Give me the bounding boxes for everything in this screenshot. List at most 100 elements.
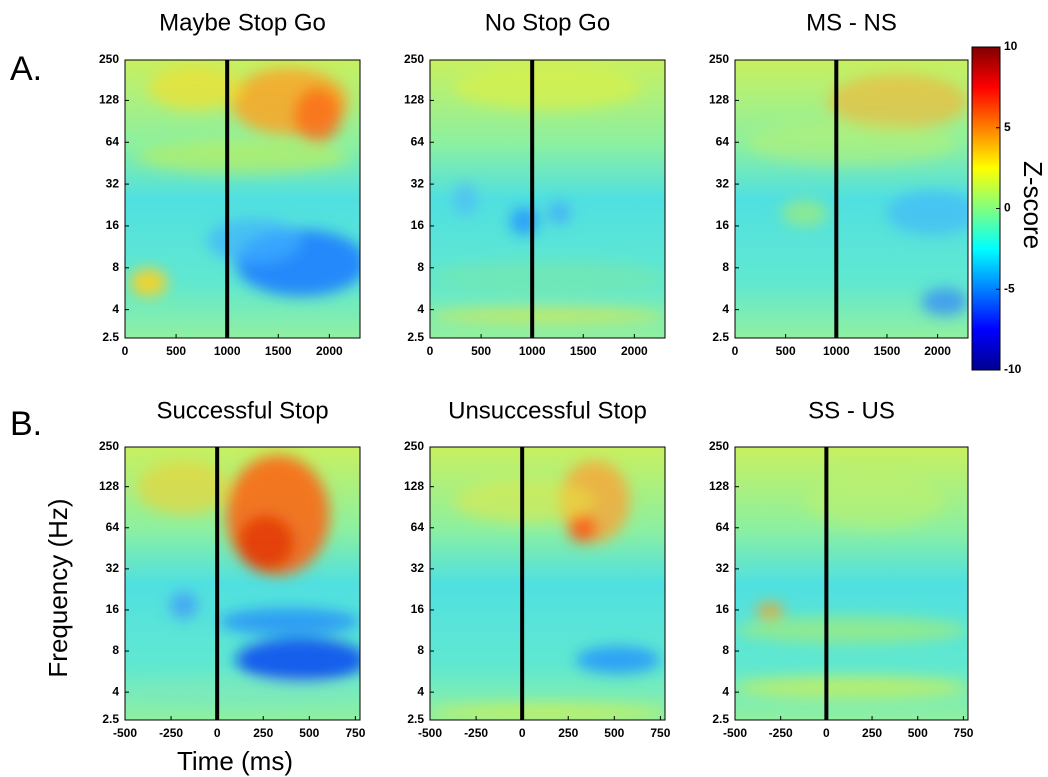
x-tick-label: 500	[604, 726, 624, 740]
plot-frame	[734, 446, 969, 721]
heatmap	[430, 60, 665, 338]
panel-title: No Stop Go	[485, 9, 610, 36]
x-tick-label: -250	[769, 726, 793, 740]
heatmap-blob	[568, 515, 597, 543]
y-tick-label: 128	[404, 93, 424, 107]
y-tick-label: 64	[106, 134, 120, 148]
x-tick-label: 1500	[874, 344, 901, 358]
colorbar-label: Z-score	[1018, 161, 1048, 249]
y-tick-label: 16	[716, 602, 730, 616]
y-tick-label: 16	[716, 218, 730, 232]
plot-frame	[429, 446, 666, 721]
plot-frame	[429, 59, 666, 339]
y-tick-label: 64	[411, 520, 425, 534]
y-tick-label: 250	[709, 439, 729, 453]
heatmap-blob	[921, 287, 968, 316]
heatmap-texture	[430, 65, 665, 325]
heatmap-blob	[547, 201, 571, 225]
heatmap-blob	[746, 121, 957, 166]
y-tick-label: 250	[99, 52, 119, 66]
y-tick-label: 32	[716, 176, 730, 190]
x-tick-label: 750	[650, 726, 670, 740]
panel-title: Maybe Stop Go	[159, 9, 326, 36]
y-tick-label: 250	[99, 439, 119, 453]
heatmap-blob	[148, 65, 243, 111]
x-tick-label: -250	[159, 726, 183, 740]
x-tick-label: -250	[464, 726, 488, 740]
y-tick-label: 32	[716, 561, 730, 575]
x-axis-label: Time (ms)	[177, 746, 293, 776]
y-tick-label: 2.5	[102, 330, 119, 344]
x-tick-label: 1000	[519, 344, 546, 358]
heatmap-texture	[735, 474, 968, 699]
heatmap-blob	[453, 182, 477, 216]
heatmap-blob	[453, 65, 642, 111]
heatmap-blob	[129, 268, 168, 297]
y-tick-label: 64	[716, 134, 730, 148]
heatmap-blob	[735, 676, 968, 699]
heatmap-blob	[219, 608, 360, 636]
x-tick-label: 1500	[570, 344, 597, 358]
x-tick-label: 1000	[214, 344, 241, 358]
heatmap	[735, 447, 968, 720]
x-tick-label: 500	[471, 344, 491, 358]
y-tick-label: 2.5	[712, 330, 729, 344]
y-tick-label: 4	[722, 302, 729, 316]
x-tick-label: 750	[345, 726, 365, 740]
y-tick-label: 32	[411, 561, 425, 575]
heatmap-blob	[575, 646, 661, 674]
panel-title: Successful Stop	[156, 397, 328, 424]
x-tick-label: 0	[732, 344, 739, 358]
y-tick-label: 16	[411, 602, 425, 616]
heatmap-texture	[125, 455, 360, 704]
plot-frame	[124, 59, 361, 339]
heatmap-blob	[235, 638, 360, 682]
plot-frame	[734, 59, 969, 339]
y-tick-label: 4	[417, 302, 424, 316]
heatmap-blob	[237, 515, 295, 570]
y-tick-label: 4	[112, 302, 119, 316]
heatmap-blob	[430, 260, 665, 294]
x-tick-label: 750	[953, 726, 973, 740]
y-tick-label: 32	[411, 176, 425, 190]
y-tick-label: 2.5	[712, 712, 729, 726]
y-tick-label: 64	[411, 134, 425, 148]
x-tick-label: 500	[299, 726, 319, 740]
heatmap	[125, 60, 360, 338]
y-tick-label: 250	[404, 439, 424, 453]
y-tick-label: 250	[709, 52, 729, 66]
heatmap-blob	[294, 87, 342, 144]
y-tick-label: 128	[404, 479, 424, 493]
x-tick-label: 250	[558, 726, 578, 740]
heatmap-blob	[735, 616, 968, 644]
heatmap-texture	[129, 65, 360, 297]
colorbar-tick-label: -5	[1004, 281, 1015, 295]
y-tick-label: 64	[106, 520, 120, 534]
x-tick-label: 250	[862, 726, 882, 740]
panel-title: Unsuccessful Stop	[448, 397, 647, 424]
colorbar-tick-label: 10	[1004, 39, 1018, 53]
x-tick-label: 1000	[823, 344, 850, 358]
heatmap-blob	[125, 681, 360, 704]
colorbar-tick-label: -10	[1004, 362, 1022, 376]
y-tick-label: 8	[722, 260, 729, 274]
y-tick-label: 250	[404, 52, 424, 66]
y-tick-label: 32	[106, 561, 120, 575]
x-tick-label: 0	[427, 344, 434, 358]
heatmap-texture	[746, 73, 968, 316]
colorbar-tick-label: 0	[1004, 201, 1011, 215]
y-tick-label: 4	[112, 684, 119, 698]
y-axis-label: Frequency (Hz)	[43, 498, 73, 677]
y-tick-label: 128	[99, 479, 119, 493]
row-label: B.	[10, 405, 42, 443]
y-tick-label: 128	[709, 479, 729, 493]
x-tick-label: 500	[908, 726, 928, 740]
heatmap-blob	[804, 474, 945, 529]
x-tick-label: 500	[776, 344, 796, 358]
colorbar-tick-label: 5	[1004, 120, 1011, 134]
y-tick-label: 8	[112, 260, 119, 274]
x-tick-label: -500	[723, 726, 747, 740]
heatmap	[735, 60, 968, 338]
x-tick-label: 500	[166, 344, 186, 358]
